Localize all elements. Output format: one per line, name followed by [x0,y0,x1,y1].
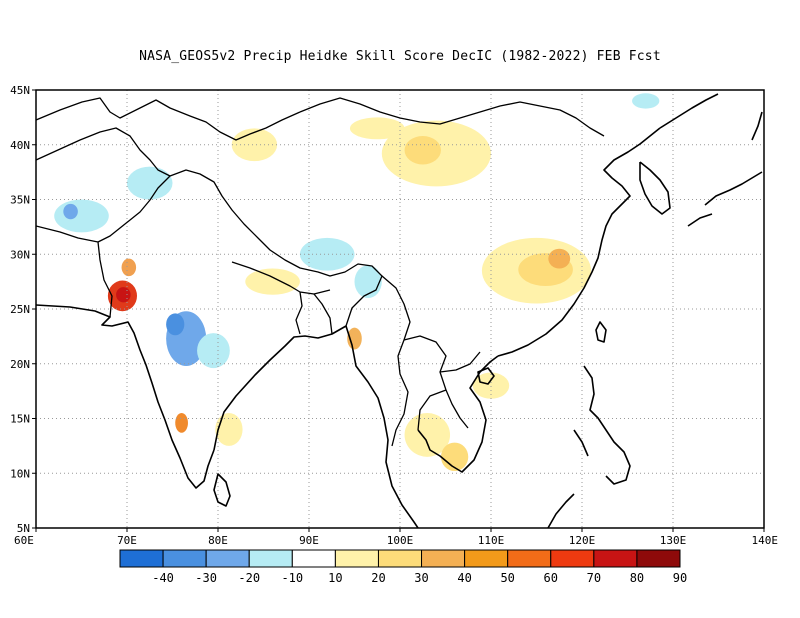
colorbar-swatch [421,549,466,568]
colorbar-swatch [248,549,293,568]
lat-tick-label: 45N [10,84,30,97]
lon-tick-label: 60E [14,534,34,547]
colorbar-label: 40 [457,571,471,585]
lon-tick-label: 130E [660,534,687,547]
colorbar-swatch [205,549,250,568]
skill-patch [166,313,185,336]
philippines-islands [573,365,631,485]
colorbar-label: 90 [673,571,687,585]
indochina-borders [403,335,481,431]
lat-tick-label: 5N [17,522,30,535]
skill-patch [175,413,188,433]
skill-patch [548,248,571,269]
lon-tick-label: 120E [569,534,596,547]
skill-patch [116,287,131,303]
skill-patch [404,413,451,457]
colorbar-swatch [119,549,164,568]
bangladesh-border [295,291,333,335]
taiwan-island [595,321,607,343]
colorbar-swatch [334,549,379,568]
gridlines [36,90,764,528]
colorbar-label: -40 [152,571,174,585]
colorbar-swatch [464,549,509,568]
lat-tick-label: 10N [10,467,30,480]
colorbar-label: 30 [414,571,428,585]
skill-patch [54,199,109,233]
colorbar-label: -30 [195,571,217,585]
pakistan-border [36,225,113,318]
skill-patch [440,442,469,472]
sri-lanka-island [213,473,231,507]
skill-patch [354,265,382,299]
lon-tick-label: 100E [387,534,414,547]
myanmar-coast [345,325,419,528]
india-east-coast [213,325,347,451]
colorbar-swatch [377,549,423,568]
skill-patch [472,372,510,399]
colorbar-label: -20 [238,571,260,585]
skill-patch [63,203,78,220]
colorbar-label: 10 [328,571,342,585]
india-west-coast [36,304,215,489]
skill-patch [404,135,441,165]
colorbar-label: 70 [587,571,601,585]
hainan-island [477,367,495,385]
lon-tick-label: 90E [299,534,319,547]
colorbar-swatch [507,549,552,568]
japan-islands [687,111,763,227]
lon-tick-label: 140E [752,534,779,547]
lon-tick-label: 70E [117,534,137,547]
skill-patch [121,258,137,277]
colorbar-label: 20 [371,571,385,585]
mongolia-border [299,97,605,137]
colorbar-swatch [550,549,595,568]
colorbar-swatch [291,549,336,568]
skill-patch [299,237,355,271]
borneo-coast [547,493,575,528]
lon-tick-label: 80E [208,534,228,547]
skill-patch [245,268,300,295]
afghanistan-border [36,127,171,177]
colorbar-swatch [636,549,681,568]
india-northern-border [97,169,383,327]
colorbar-label: -10 [281,571,303,585]
russia-coast [659,93,719,129]
skill-patches [54,93,660,472]
colorbar-label: 60 [544,571,558,585]
lon-tick-label: 110E [478,534,505,547]
lat-tick-label: 25N [10,303,30,316]
skill-patch [632,93,660,109]
skill-patch [231,128,278,162]
skill-patch [197,333,230,369]
colorbar-swatch [162,549,207,568]
lat-tick-label: 20N [10,358,30,371]
lat-tick-label: 30N [10,248,30,261]
lat-tick-label: 35N [10,194,30,207]
colorbar-label: 50 [500,571,514,585]
latitude-ticks: 5N 10N 15N 20N 25N 30N 35N 40N 45N [10,84,36,535]
lat-tick-label: 15N [10,413,30,426]
map-title: NASA_GEOS5v2 Precip Heidke Skill Score D… [139,49,661,64]
skill-patch [349,117,405,140]
skill-patch [215,413,243,446]
colorbar-label: 80 [630,571,644,585]
colorbar: -40 -30 -20 -10 10 20 30 40 50 60 70 80 90 [119,549,687,585]
skill-patch [127,166,173,200]
longitude-ticks: 60E 70E 80E 90E 100E 110E 120E 130E 140E [14,528,778,547]
myanmar-border [381,275,411,447]
lat-tick-label: 40N [10,139,30,152]
coastlines-and-borders [36,93,763,528]
china-coast [497,127,661,357]
colorbar-swatch [593,549,638,568]
korea-coast [639,161,671,215]
central-asia-borders [36,97,301,141]
